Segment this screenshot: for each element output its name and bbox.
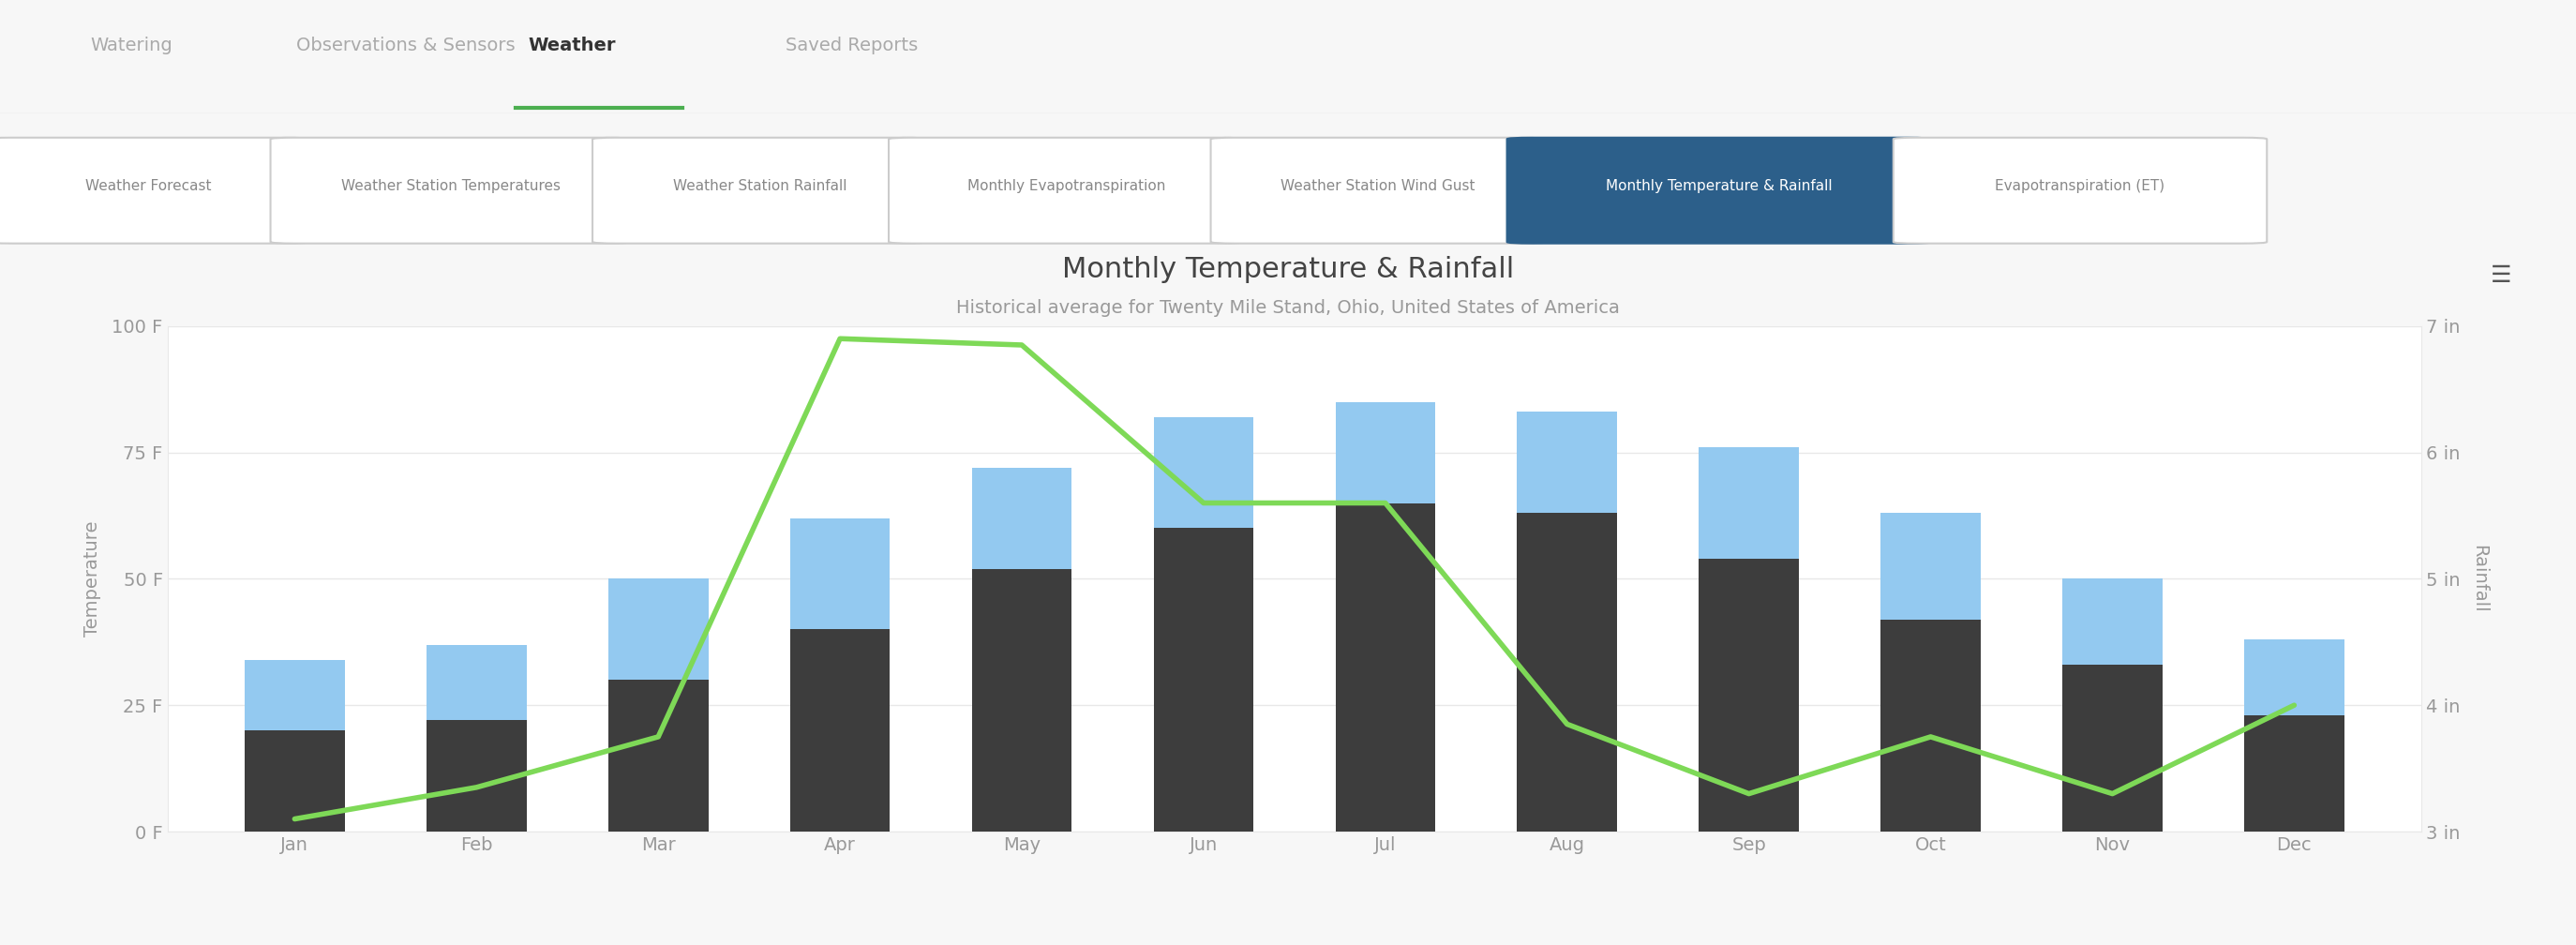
Text: Monthly Evapotranspiration: Monthly Evapotranspiration [969, 179, 1164, 193]
Bar [971, 468, 1072, 569]
Bar [608, 680, 708, 832]
Bar [2063, 664, 2161, 832]
Text: Weather: Weather [528, 37, 616, 54]
Bar [608, 578, 708, 680]
Text: Watering: Watering [90, 37, 173, 54]
Bar [1154, 417, 1255, 528]
Text: ☰: ☰ [2491, 265, 2512, 287]
Text: Monthly Temperature & Rainfall: Monthly Temperature & Rainfall [1061, 256, 1515, 284]
Y-axis label: Temperature: Temperature [82, 521, 100, 637]
Text: Monthly Temperature & Rainfall: Monthly Temperature & Rainfall [1607, 179, 1832, 193]
Bar [428, 644, 526, 720]
Text: Evapotranspiration (ET): Evapotranspiration (ET) [1996, 179, 2164, 193]
Bar [791, 629, 889, 832]
Bar [1517, 412, 1618, 513]
Bar [1517, 513, 1618, 832]
Bar [2244, 640, 2344, 715]
Bar [1334, 402, 1435, 503]
Bar [428, 720, 526, 832]
Bar [791, 518, 889, 629]
FancyBboxPatch shape [1507, 138, 1932, 244]
FancyBboxPatch shape [889, 138, 1244, 244]
Bar [1880, 513, 1981, 619]
Bar [245, 660, 345, 730]
FancyBboxPatch shape [592, 138, 927, 244]
FancyBboxPatch shape [270, 138, 631, 244]
FancyBboxPatch shape [1893, 138, 2267, 244]
Text: Saved Reports: Saved Reports [786, 37, 917, 54]
FancyBboxPatch shape [0, 138, 309, 244]
Bar [971, 569, 1072, 832]
Bar [1700, 447, 1798, 558]
Text: Weather Station Temperatures: Weather Station Temperatures [340, 179, 562, 193]
Text: Weather Station Rainfall: Weather Station Rainfall [672, 179, 848, 193]
Bar [1334, 503, 1435, 832]
Bar [2063, 578, 2161, 664]
Text: Weather Station Wind Gust: Weather Station Wind Gust [1280, 179, 1476, 193]
Bar [2244, 715, 2344, 832]
Bar [1880, 619, 1981, 832]
Text: Observations & Sensors: Observations & Sensors [296, 37, 515, 54]
Text: Weather Forecast: Weather Forecast [85, 179, 211, 193]
Bar [245, 730, 345, 832]
Text: Historical average for Twenty Mile Stand, Ohio, United States of America: Historical average for Twenty Mile Stand… [956, 299, 1620, 317]
Y-axis label: Rainfall: Rainfall [2470, 544, 2488, 613]
Bar [1700, 558, 1798, 832]
Legend: Max Temp, Min Temp, Rainfall: Max Temp, Min Temp, Rainfall [1066, 942, 1522, 945]
FancyBboxPatch shape [1211, 138, 1546, 244]
Bar [1154, 528, 1255, 832]
